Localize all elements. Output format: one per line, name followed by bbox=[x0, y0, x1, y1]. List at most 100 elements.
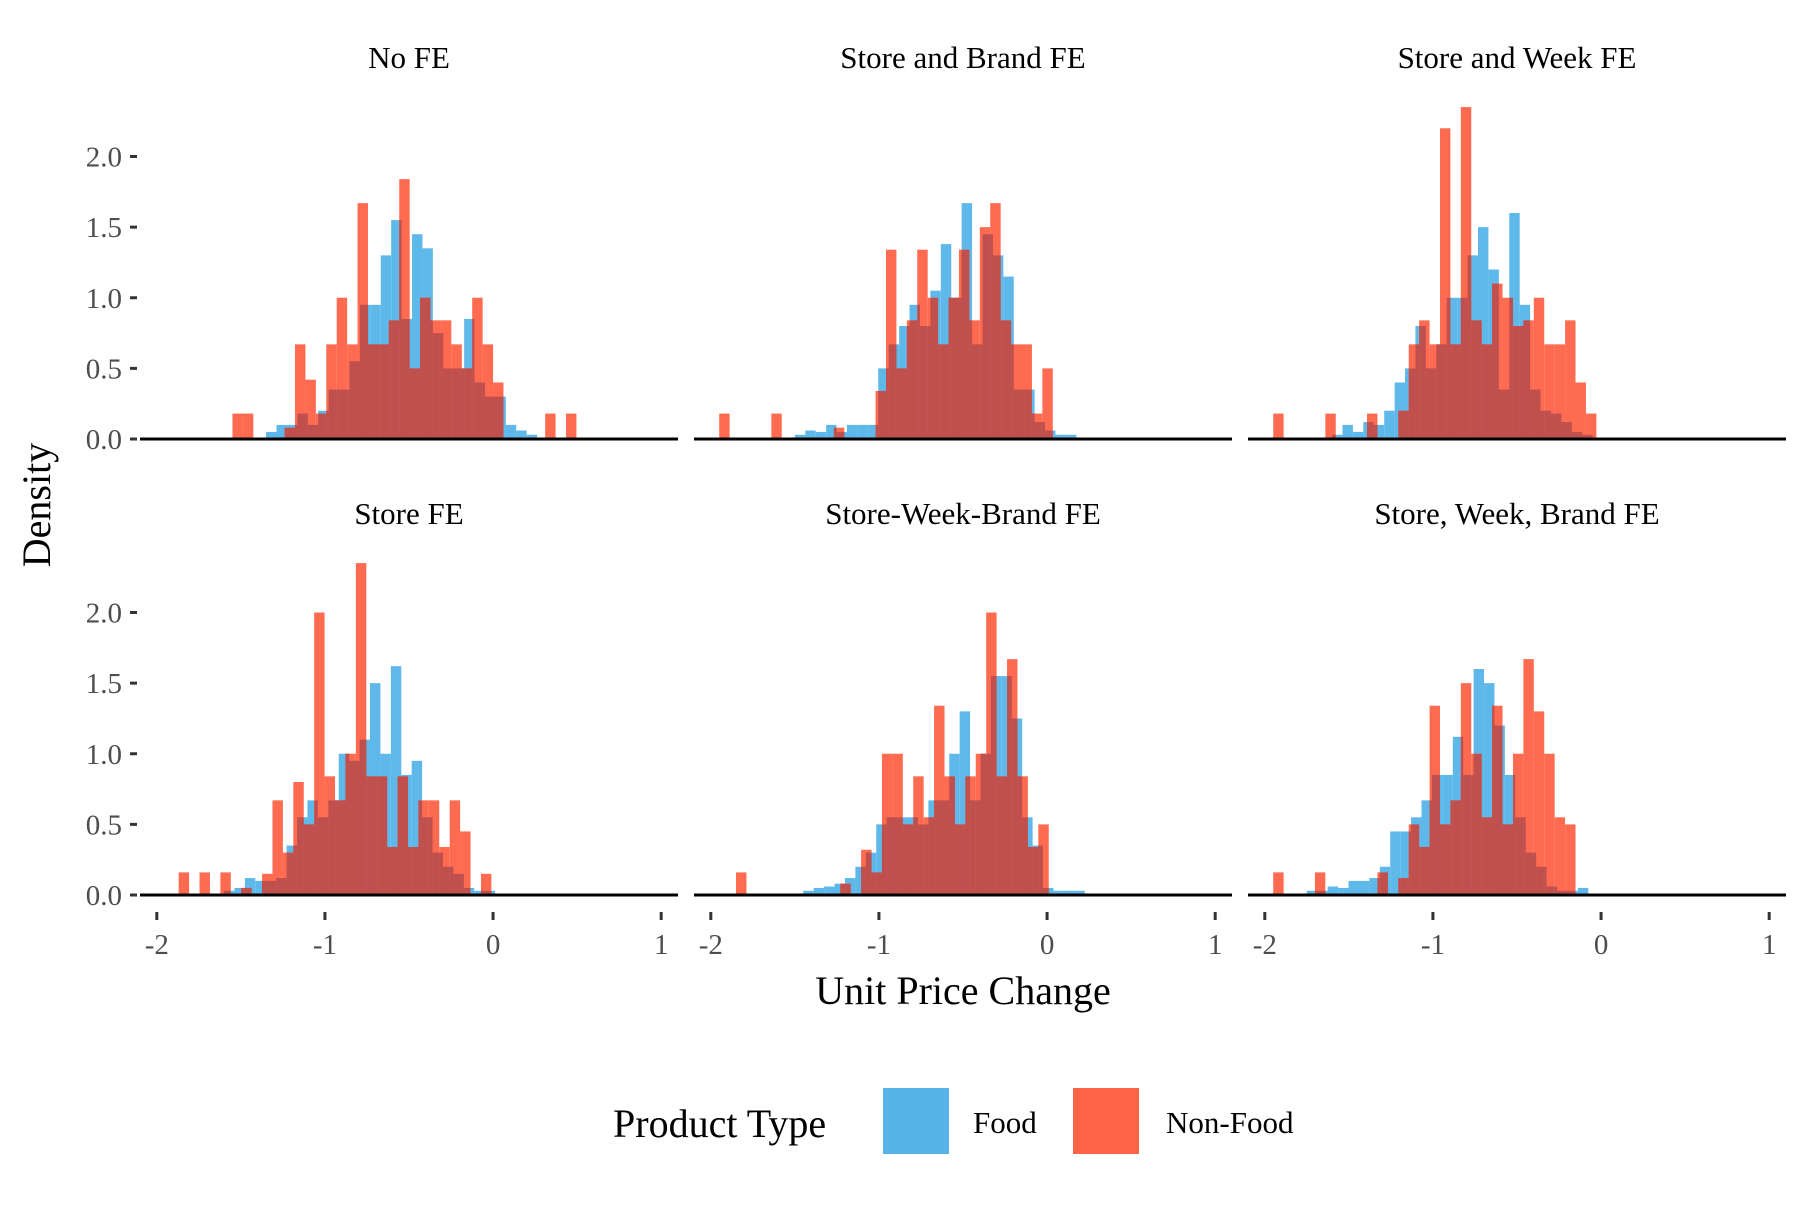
bar-food bbox=[255, 880, 266, 896]
bar-overlap bbox=[1544, 410, 1551, 439]
bar-overlap bbox=[359, 739, 367, 896]
panel-title: Store, Week, Brand FE bbox=[1374, 496, 1659, 531]
bar-non-food bbox=[1565, 824, 1576, 896]
bar-non-food bbox=[355, 563, 367, 895]
bar-overlap bbox=[940, 344, 949, 439]
bar-overlap bbox=[1419, 326, 1426, 439]
legend-title: Product Type bbox=[613, 1101, 826, 1146]
bar-non-food bbox=[178, 872, 190, 895]
bar-overlap bbox=[282, 878, 287, 895]
bar-overlap bbox=[357, 361, 360, 439]
bar-overlap bbox=[432, 852, 440, 896]
bar-overlap bbox=[442, 866, 450, 895]
bar-overlap bbox=[958, 297, 962, 439]
bar-food bbox=[1338, 887, 1349, 895]
bar-overlap bbox=[1436, 344, 1440, 439]
bar-food bbox=[276, 424, 287, 440]
bar-non-food bbox=[1523, 659, 1534, 895]
bar-overlap bbox=[892, 817, 898, 895]
bar-overlap bbox=[1415, 344, 1420, 439]
bar-overlap bbox=[370, 344, 379, 439]
panel-1: No FE 0.0 0.5 1.0 1.5 2.0 bbox=[86, 40, 678, 456]
bar-overlap bbox=[909, 320, 918, 439]
bar-non-food bbox=[719, 413, 730, 439]
bar-non-food bbox=[1038, 824, 1049, 896]
bar-overlap bbox=[453, 873, 461, 895]
bar-overlap bbox=[996, 776, 1002, 895]
bar-overlap bbox=[355, 760, 360, 895]
bar-overlap bbox=[1408, 368, 1416, 440]
bar-overlap bbox=[347, 389, 350, 439]
bar-non-food bbox=[1554, 817, 1566, 895]
panel-title: Store-Week-Brand FE bbox=[825, 496, 1101, 531]
bar-overlap bbox=[1034, 422, 1043, 439]
bar-overlap bbox=[284, 427, 287, 439]
bar-overlap bbox=[944, 800, 950, 895]
bar-overlap bbox=[972, 344, 980, 439]
bar-overlap bbox=[969, 320, 973, 439]
bar-overlap bbox=[917, 304, 920, 439]
bar-food bbox=[1074, 890, 1085, 895]
x-tick-label: 1 bbox=[1208, 929, 1223, 961]
bar-overlap bbox=[315, 424, 319, 440]
y-axis-title: Density bbox=[14, 443, 59, 567]
bar-overlap bbox=[314, 800, 318, 895]
bar-overlap bbox=[1540, 410, 1545, 439]
bar-overlap bbox=[328, 800, 336, 895]
bar-overlap bbox=[954, 824, 960, 896]
bar-overlap bbox=[1429, 368, 1437, 440]
bar-overlap bbox=[387, 846, 391, 895]
bar-non-food bbox=[482, 344, 494, 439]
bar-overlap bbox=[317, 817, 325, 895]
bar-food bbox=[411, 760, 423, 895]
bar-food bbox=[1053, 890, 1064, 895]
bar-overlap bbox=[899, 368, 907, 440]
bar-food bbox=[867, 424, 879, 440]
x-tick-label: -2 bbox=[145, 929, 169, 961]
bar-overlap bbox=[1460, 297, 1468, 439]
bar-overlap bbox=[328, 389, 337, 439]
bar-non-food bbox=[272, 800, 283, 895]
bar-overlap bbox=[390, 846, 398, 895]
bar-overlap bbox=[930, 297, 939, 439]
bar-overlap bbox=[1450, 800, 1453, 895]
bar-overlap bbox=[986, 753, 991, 895]
bar-overlap bbox=[917, 824, 924, 896]
bar-non-food bbox=[1042, 368, 1053, 440]
bar-food bbox=[234, 887, 245, 895]
bar-overlap bbox=[961, 249, 970, 439]
bar-food bbox=[815, 431, 827, 439]
bar-overlap bbox=[422, 297, 431, 439]
bar-overlap bbox=[1024, 389, 1032, 439]
bar-overlap bbox=[1502, 389, 1510, 439]
bar-overlap bbox=[1017, 776, 1023, 895]
bar-overlap bbox=[397, 776, 402, 895]
bar-overlap bbox=[906, 326, 910, 439]
overlap-bars bbox=[1332, 255, 1593, 440]
bar-non-food bbox=[1575, 382, 1586, 439]
overlap-bars bbox=[284, 220, 504, 440]
bar-overlap bbox=[460, 873, 464, 895]
bar-overlap bbox=[913, 817, 918, 895]
bar-overlap bbox=[1440, 824, 1443, 896]
bar-overlap bbox=[1467, 255, 1472, 439]
bar-overlap bbox=[1045, 430, 1053, 439]
bar-overlap bbox=[1523, 817, 1526, 895]
bar-overlap bbox=[886, 368, 889, 440]
panel-title: Store and Week FE bbox=[1398, 40, 1637, 75]
bar-overlap bbox=[938, 800, 945, 895]
x-tick-label: 0 bbox=[1040, 929, 1055, 961]
bar-overlap bbox=[443, 368, 452, 440]
bar-overlap bbox=[1003, 320, 1012, 439]
bar-overlap bbox=[305, 413, 308, 439]
overlap-bars bbox=[840, 676, 1049, 896]
bar-overlap bbox=[272, 880, 277, 896]
bar-non-food bbox=[1314, 872, 1326, 895]
bar-food bbox=[1306, 890, 1318, 895]
bar-overlap bbox=[484, 890, 492, 895]
bar-overlap bbox=[844, 883, 851, 895]
bar-overlap bbox=[493, 396, 496, 440]
legend-key-non-food bbox=[1073, 1088, 1139, 1154]
bar-overlap bbox=[919, 326, 928, 439]
